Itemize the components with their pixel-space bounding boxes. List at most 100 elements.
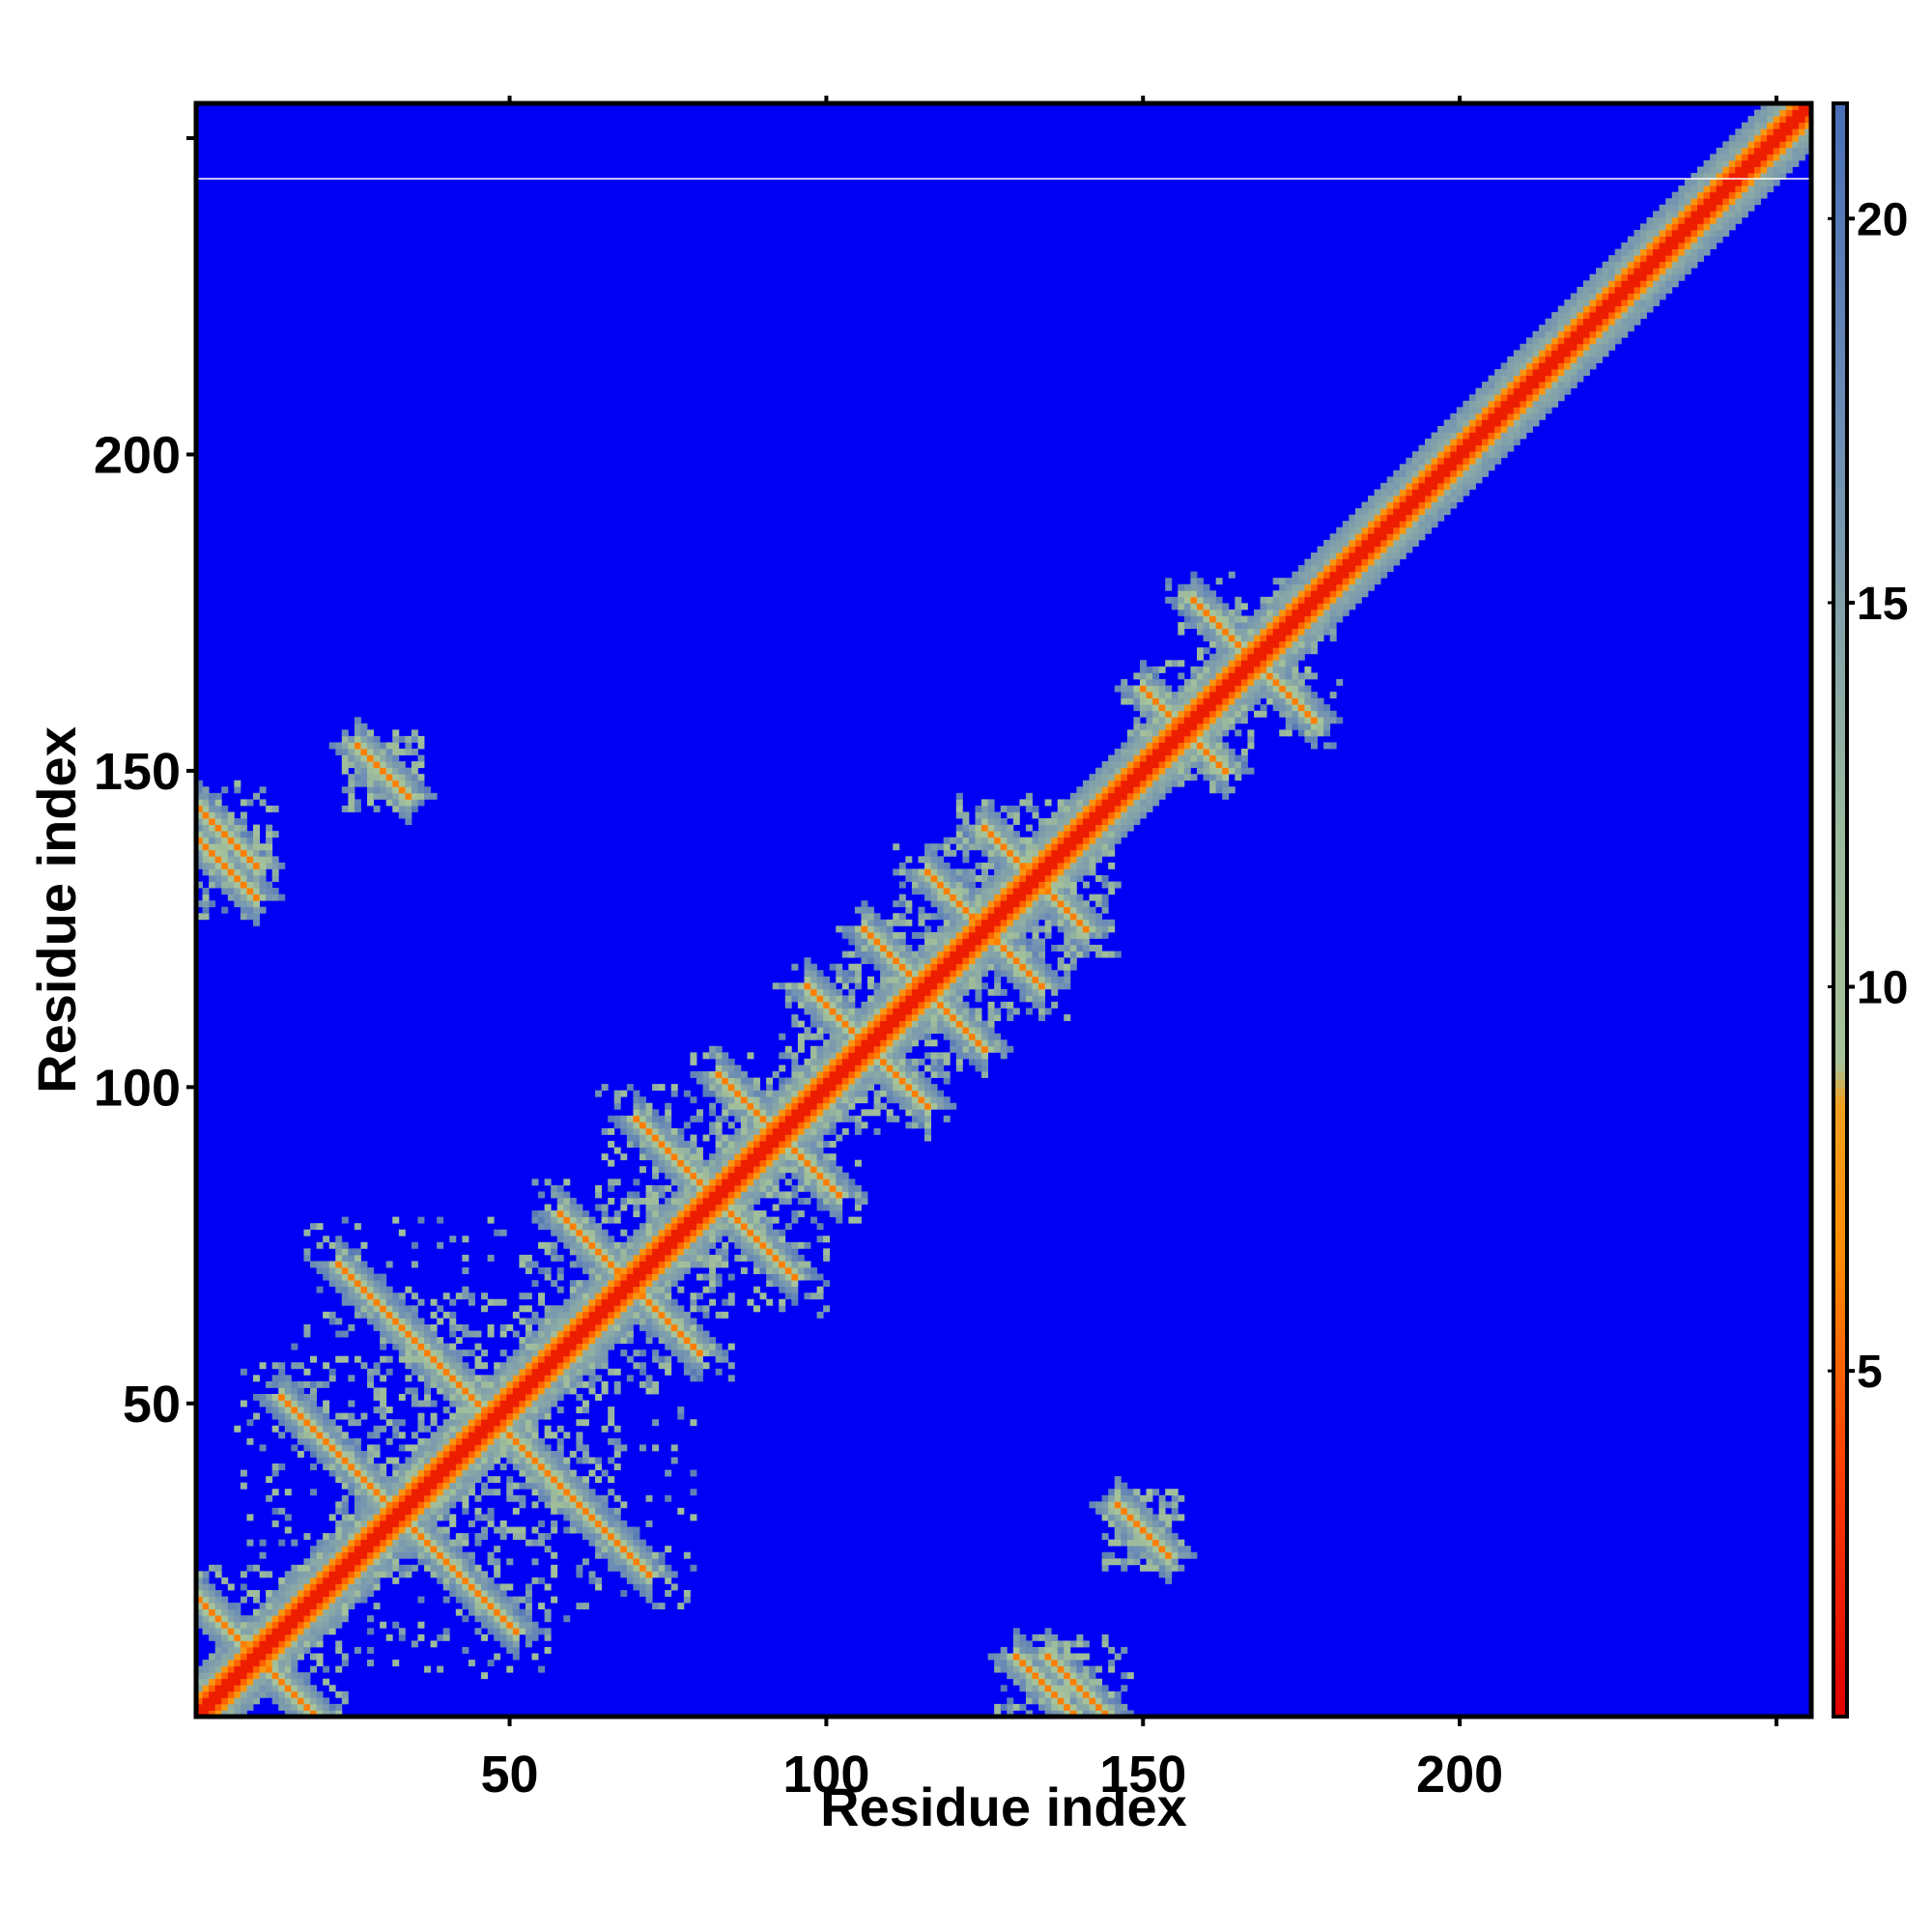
heatmap-cell (303, 1394, 311, 1401)
heatmap-cell (354, 1223, 361, 1231)
heatmap-cell (766, 1223, 774, 1231)
heatmap-cell (354, 1571, 361, 1578)
heatmap-cell (722, 1254, 729, 1262)
heatmap-cell (873, 1077, 881, 1085)
heatmap-cell (981, 951, 989, 958)
heatmap-cell (955, 913, 963, 921)
heatmap-cell (462, 1596, 469, 1604)
heatmap-cell (595, 1280, 603, 1288)
heatmap-cell (677, 1323, 685, 1331)
heatmap-cell (582, 1482, 589, 1490)
heatmap-cell (1032, 1001, 1039, 1009)
heatmap-cell (367, 1311, 374, 1319)
heatmap-cell (323, 1267, 330, 1274)
heatmap-cell (240, 1710, 247, 1718)
heatmap-cell (722, 1109, 729, 1117)
heatmap-cell (1114, 1533, 1122, 1541)
heatmap-cell (848, 1184, 856, 1192)
heatmap-cell (924, 995, 931, 1003)
heatmap-cell (823, 1248, 831, 1256)
heatmap-cell (538, 1463, 546, 1470)
heatmap-cell (595, 1533, 603, 1541)
heatmap-cell (487, 1507, 495, 1515)
heatmap-cell (893, 1065, 900, 1072)
heatmap-cell (556, 1380, 564, 1388)
heatmap-cell (766, 1159, 774, 1167)
heatmap-cell (576, 1457, 583, 1464)
heatmap-cell (893, 1001, 900, 1009)
heatmap-cell (854, 1045, 874, 1053)
heatmap-cell (506, 1615, 514, 1623)
heatmap-cell (810, 1267, 817, 1274)
heatmap-cell (626, 1323, 634, 1331)
heatmap-cell (734, 1147, 742, 1154)
heatmap-cell (437, 1368, 444, 1376)
heatmap-cell (462, 1437, 482, 1445)
heatmap-cell (1101, 894, 1109, 901)
heatmap-cell (519, 1596, 526, 1604)
heatmap-cell (525, 1267, 532, 1274)
heatmap-cell (1095, 951, 1103, 958)
heatmap-cell (905, 919, 913, 926)
heatmap-cell (734, 1197, 742, 1205)
heatmap-cell (544, 1311, 552, 1319)
heatmap-cell (481, 1482, 489, 1490)
heatmap-cell (1089, 862, 1096, 869)
heatmap-cell (271, 1697, 279, 1705)
heatmap-cell (551, 1223, 558, 1231)
heatmap-cell (911, 881, 919, 889)
heatmap-cell (715, 1280, 723, 1288)
heatmap-cell (442, 1546, 450, 1553)
heatmap-cell (551, 1368, 558, 1376)
heatmap-cell (297, 1406, 304, 1414)
heatmap-cell (442, 1394, 450, 1401)
heatmap-cell (271, 862, 279, 869)
heatmap-cell (950, 1001, 957, 1009)
heatmap-cell (975, 951, 982, 958)
heatmap-cell (665, 1337, 672, 1345)
heatmap-cell (1108, 1665, 1116, 1673)
heatmap-cell (576, 1204, 583, 1211)
heatmap-cell (430, 1514, 438, 1521)
heatmap-cell (259, 1628, 267, 1635)
heatmap-cell (1038, 1685, 1046, 1692)
heatmap-cell (1007, 849, 1014, 857)
heatmap-cell (810, 1191, 817, 1199)
heatmap-cell (227, 843, 235, 851)
heatmap-cell (569, 1362, 577, 1370)
heatmap-cell (405, 1533, 412, 1541)
heatmap-cell (608, 1558, 615, 1566)
heatmap-cell (1101, 1685, 1109, 1692)
heatmap-cell (633, 1293, 640, 1300)
heatmap-cell (861, 1033, 868, 1040)
heatmap-cell (829, 963, 837, 971)
heatmap-cell (335, 1286, 343, 1293)
heatmap-cell (323, 1608, 330, 1616)
heatmap-cell (911, 963, 919, 971)
heatmap-cell (1089, 919, 1096, 926)
heatmap-cell (310, 1450, 317, 1458)
heatmap-cell (645, 1286, 653, 1293)
heatmap-cell (955, 1008, 963, 1015)
heatmap-cell (266, 1608, 273, 1616)
heatmap-cell (873, 1071, 881, 1078)
heatmap-cell (1012, 1672, 1020, 1680)
heatmap-cell (658, 1159, 666, 1167)
heatmap-cell (1064, 963, 1071, 971)
heatmap-cell (474, 1400, 482, 1407)
heatmap-cell (398, 1501, 418, 1509)
heatmap-cell (487, 1437, 495, 1445)
heatmap-cell (943, 894, 951, 901)
heatmap-cell (462, 1362, 469, 1370)
heatmap-cell (519, 1628, 526, 1635)
heatmap-cell (576, 1368, 583, 1376)
heatmap-cell (1076, 938, 1084, 946)
heatmap-cell (373, 1501, 381, 1509)
heatmap-cell (1032, 862, 1039, 869)
heatmap-cell (1000, 938, 1008, 946)
heatmap-cell (512, 1526, 520, 1534)
heatmap-cell (494, 1634, 501, 1641)
heatmap-cell (556, 1305, 564, 1313)
heatmap-cell (234, 862, 242, 869)
heatmap-cell (1069, 925, 1077, 933)
